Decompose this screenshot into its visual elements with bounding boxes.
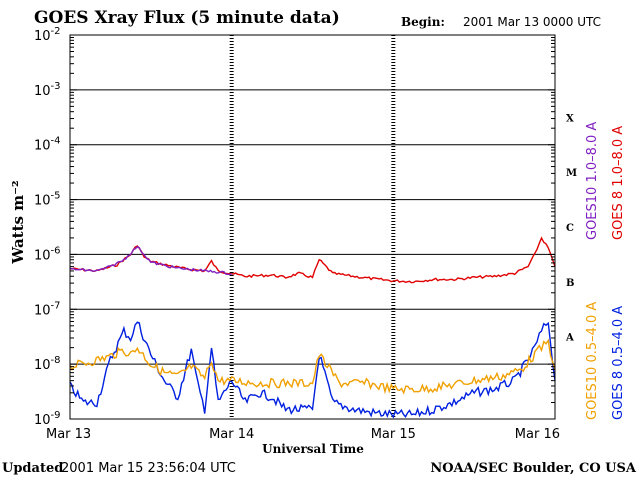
plot-frame [69, 34, 556, 420]
updated-value: 2001 Mar 15 23:56:04 UTC [61, 461, 236, 476]
x-tick-labels: Mar 13 Mar 14 Mar 15 Mar 16 [46, 427, 560, 442]
x-axis-title: Universal Time [262, 442, 364, 456]
legend-entry: GOES 8 0.5–4.0 A [611, 306, 626, 420]
series-line [69, 338, 556, 395]
x-tick-label: Mar 14 [209, 427, 254, 442]
legend-entry: GOES10 1.0–8.0 A [585, 122, 600, 240]
legend-entry: GOES10 0.5–4.0 A [585, 302, 600, 420]
credit-text: NOAA/SEC Boulder, CO USA [430, 461, 637, 476]
legend: GOES10 1.0–8.0 A GOES 8 1.0–8.0 A GOES10 0… [585, 122, 626, 420]
flare-class-label: A [565, 333, 574, 344]
series-lines [69, 236, 556, 419]
begin-label: Begin: [401, 15, 445, 29]
series-line [69, 321, 556, 419]
grid-lines [70, 35, 555, 419]
flare-class-labels: X M C B A [565, 113, 577, 343]
flare-class-label: X [566, 113, 574, 124]
y-axis-title: Watts m⁻² [9, 180, 27, 264]
begin-value: 2001 Mar 13 0000 UTC [463, 15, 601, 29]
x-tick-label: Mar 15 [371, 427, 416, 442]
axis-ticks [70, 34, 555, 420]
chart-title: GOES Xray Flux (5 minute data) [34, 8, 340, 28]
flare-class-label: M [566, 168, 577, 179]
flare-class-label: C [566, 223, 574, 234]
series-line [69, 245, 232, 276]
legend-entry: GOES 8 1.0–8.0 A [611, 126, 626, 240]
x-tick-label: Mar 13 [46, 427, 91, 442]
updated-label: Updated [2, 461, 63, 476]
flare-class-label: B [566, 278, 574, 289]
x-tick-label: Mar 16 [515, 427, 560, 442]
